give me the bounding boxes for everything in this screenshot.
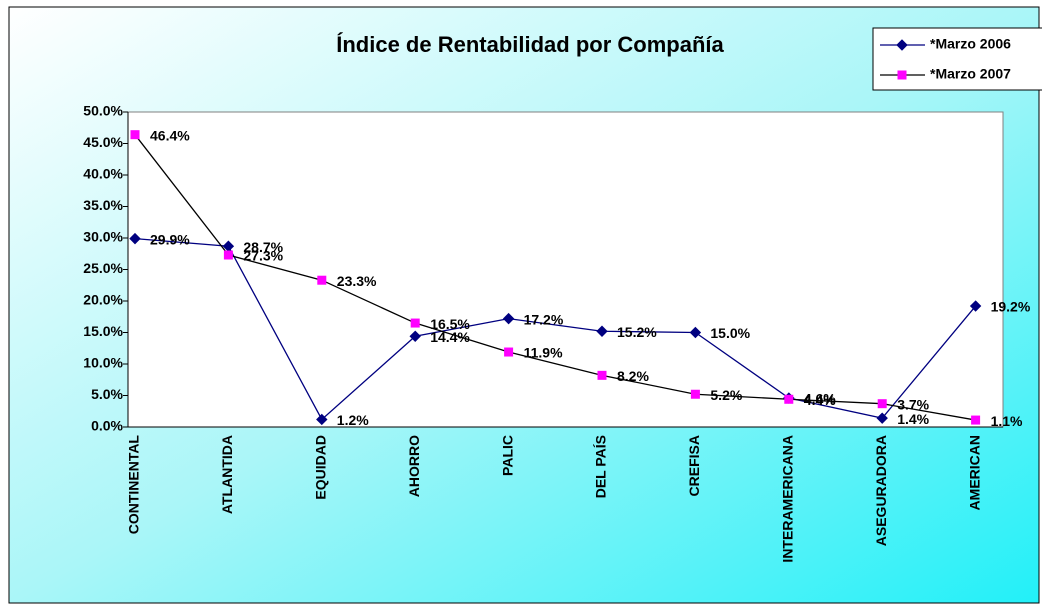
data-label: 4.6% [804, 391, 836, 407]
y-tick-label: 35.0% [83, 197, 123, 213]
y-tick-label: 5.0% [91, 386, 123, 402]
data-label: 4.4% [804, 392, 836, 408]
data-label: 28.7% [243, 239, 283, 255]
x-tick-label: ASEGURADORA [873, 435, 889, 546]
marker [316, 413, 328, 426]
x-tick-label: ATLANTIDA [219, 435, 235, 514]
marker [877, 399, 887, 409]
series-line [134, 237, 977, 421]
data-label: 1.2% [337, 412, 369, 428]
data-label: 14.4% [430, 329, 470, 345]
y-tick-label: 0.0% [91, 418, 123, 434]
marker [971, 415, 981, 425]
data-label: 3.7% [897, 396, 929, 412]
data-label: 17.2% [524, 311, 564, 327]
y-tick-label: 15.0% [83, 323, 123, 339]
marker [410, 318, 420, 328]
marker [690, 389, 700, 399]
legend [872, 27, 1042, 91]
y-tick-label: 30.0% [83, 229, 123, 245]
data-label: 27.3% [243, 248, 283, 264]
marker [129, 232, 141, 245]
marker [502, 312, 515, 325]
marker [596, 325, 608, 337]
data-label: 5.2% [710, 387, 742, 403]
x-tick-label: AHORRO [406, 435, 422, 497]
marker [969, 300, 982, 312]
data-label: 11.9% [524, 345, 563, 361]
data-label: 1.4% [897, 411, 929, 427]
chart-title: Índice de Rentabilidad por Compañía [336, 32, 724, 57]
marker [130, 130, 140, 140]
x-tick-label: DEL PAÍS [593, 435, 609, 498]
marker [876, 412, 888, 424]
data-label: 15.2% [617, 324, 657, 340]
marker [223, 250, 233, 260]
y-tick-label: 40.0% [83, 166, 123, 182]
data-label: 23.3% [337, 273, 377, 289]
x-tick-label: INTERAMERICANA [780, 435, 796, 563]
y-tick-label: 20.0% [83, 292, 123, 308]
y-tick-label: 25.0% [83, 260, 123, 276]
marker [784, 394, 794, 404]
data-label: 19.2% [991, 299, 1031, 315]
data-label: 1.1% [991, 413, 1023, 429]
x-tick-label: PALIC [499, 435, 515, 476]
marker [504, 347, 514, 357]
x-tick-label: EQUIDAD [313, 435, 329, 500]
series-line [134, 134, 976, 421]
marker [409, 330, 421, 342]
plot-area [127, 111, 1004, 428]
legend-label: *Marzo 2006 [930, 36, 1011, 52]
marker [317, 275, 327, 285]
data-label: 29.9% [150, 231, 190, 247]
legend-label: *Marzo 2007 [930, 66, 1011, 82]
y-tick-label: 45.0% [83, 134, 123, 150]
legend-marker [897, 70, 907, 80]
data-label: 46.4% [150, 127, 190, 143]
legend-marker [896, 39, 908, 51]
y-tick-label: 50.0% [83, 103, 123, 119]
y-tick-label: 10.0% [83, 355, 123, 371]
data-label: 8.2% [617, 368, 649, 384]
marker [689, 326, 702, 339]
marker [597, 370, 607, 380]
data-label: 15.0% [710, 325, 750, 341]
data-label: 16.5% [430, 316, 470, 332]
x-tick-label: CONTINENTAL [126, 435, 142, 535]
x-tick-label: AMERICAN [966, 435, 982, 510]
x-tick-label: CREFISA [686, 435, 702, 496]
